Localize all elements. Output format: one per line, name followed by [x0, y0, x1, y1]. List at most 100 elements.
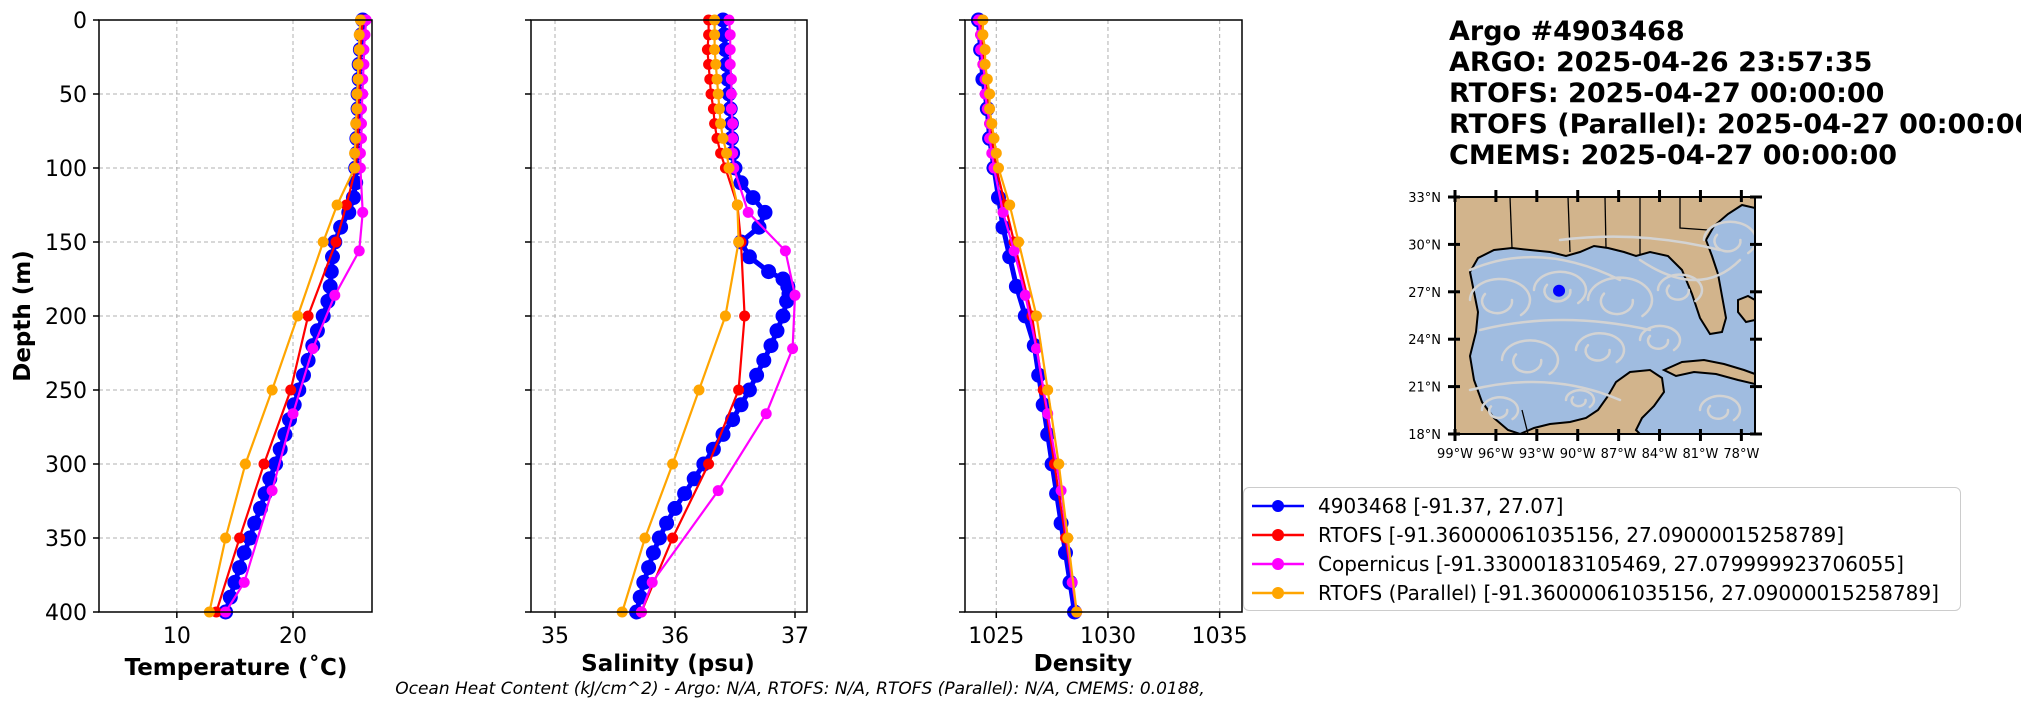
map-state-borders [1509, 197, 1709, 434]
density-panel: 1025 1030 1035 [959, 12, 1248, 649]
map-lon-label: 84°W [1642, 447, 1678, 462]
legend-item-rtofs: RTOFS [-91.36000061035156, 27.0900001525… [1250, 521, 1844, 549]
map-lon-label: 78°W [1723, 447, 1759, 462]
ohc-footer: Ocean Heat Content (kJ/cm^2) - Argo: N/A… [395, 679, 1205, 699]
current-streamline [1638, 324, 1682, 352]
location-map: 33°N 30°N 27°N 24°N 21°N 18°N 99°W 96°W 93°W 90°W… [1408, 190, 1762, 462]
legend-marker-copernicus [1252, 558, 1304, 570]
legend-label-rtofs-parallel: RTOFS (Parallel) [-91.36000061035156, 27… [1318, 581, 1939, 605]
current-streamline [1646, 334, 1670, 350]
data-point [329, 289, 341, 301]
map-lat-label: 30°N [1408, 238, 1441, 253]
data-point [352, 73, 364, 85]
data-point [709, 44, 721, 56]
data-point [725, 88, 737, 100]
data-point [349, 147, 361, 159]
current-streamline [1599, 292, 1635, 316]
data-point [979, 58, 991, 70]
current-streamline [1468, 255, 1622, 282]
x-tick-label: 1025 [968, 624, 1024, 649]
data-point [779, 245, 791, 257]
series-copernicus [220, 14, 372, 618]
data-point [715, 118, 727, 130]
data-point [353, 245, 365, 257]
data-point [775, 308, 791, 324]
data-point [757, 204, 773, 220]
data-point [1004, 199, 1016, 211]
data-point [292, 310, 304, 322]
salinity-panel: 35 36 37 [525, 12, 809, 649]
data-point [984, 103, 996, 115]
data-point [291, 382, 307, 398]
legend-marker-argo [1252, 500, 1304, 512]
data-point [639, 532, 651, 544]
data-point [742, 206, 754, 218]
data-point [789, 289, 801, 301]
data-point [979, 44, 991, 56]
data-point [352, 58, 364, 70]
data-point [349, 162, 361, 174]
data-point [749, 367, 765, 383]
data-point [713, 103, 725, 115]
map-tick-labels: 33°N 30°N 27°N 24°N 21°N 18°N 99°W 96°W 93°W 90°W… [1408, 191, 1759, 462]
data-point [733, 384, 745, 396]
map-lat-label: 24°N [1408, 333, 1441, 348]
x-tick-label: 20 [279, 624, 307, 649]
data-point [724, 44, 736, 56]
current-streamline [1665, 284, 1691, 301]
y-tick-label: 100 [45, 157, 87, 182]
map-land-bahamas [1737, 294, 1755, 324]
data-point [659, 515, 675, 531]
data-point [1013, 236, 1025, 248]
data-point [1031, 310, 1042, 322]
data-point [253, 500, 268, 516]
plot-frame [964, 19, 1243, 613]
data-point [234, 532, 246, 544]
current-streamline [1564, 388, 1596, 409]
data-point [1008, 245, 1020, 257]
map-land-cuba [1661, 358, 1755, 386]
data-point [238, 576, 250, 588]
current-streamline [1570, 395, 1587, 408]
data-point [651, 530, 667, 546]
data-point [632, 589, 648, 605]
data-point [731, 199, 743, 211]
data-point [712, 485, 724, 497]
data-point [686, 471, 702, 487]
data-point [712, 88, 724, 100]
current-streamline [1713, 233, 1742, 253]
data-point [307, 343, 319, 355]
y-tick-label: 350 [45, 527, 87, 552]
data-point [239, 458, 251, 470]
data-point [350, 132, 362, 144]
data-point [725, 103, 737, 115]
data-point [751, 219, 767, 235]
map-lat-label: 18°N [1408, 428, 1441, 443]
data-point [351, 88, 363, 100]
map-lon-label: 87°W [1601, 447, 1637, 462]
map-lon-label: 96°W [1478, 447, 1514, 462]
current-streamline [1558, 235, 1722, 252]
x-tick-label: 1035 [1192, 624, 1248, 649]
rtofs-parallel-time: RTOFS (Parallel): 2025-04-27 00:00:00 [1449, 109, 2021, 140]
current-streamline [1532, 270, 1588, 305]
data-point [981, 73, 993, 85]
density-axis-label: Density [1034, 651, 1133, 677]
x-tick-label: 37 [781, 624, 809, 649]
data-point [1031, 343, 1042, 355]
argo-id-title: Argo #4903468 [1449, 16, 1685, 47]
data-point [719, 310, 731, 322]
legend-label-argo: 4903468 [-91.37, 27.07] [1318, 494, 1564, 518]
current-streamline [1656, 273, 1704, 303]
grid [99, 19, 372, 613]
data-point [667, 532, 679, 544]
temperature-axis-label: Temperature (˚C) [125, 654, 348, 681]
plot-frame [530, 19, 808, 613]
salinity-axis-label: Salinity (psu) [581, 651, 755, 677]
rtofs-time: RTOFS: 2025-04-27 00:00:00 [1449, 78, 1885, 109]
data-point [323, 264, 339, 280]
data-point [727, 132, 739, 144]
data-point [317, 236, 329, 248]
legend: 4903468 [-91.37, 27.07] RTOFS [-91.36000… [1243, 487, 1961, 611]
data-point [1062, 532, 1074, 544]
